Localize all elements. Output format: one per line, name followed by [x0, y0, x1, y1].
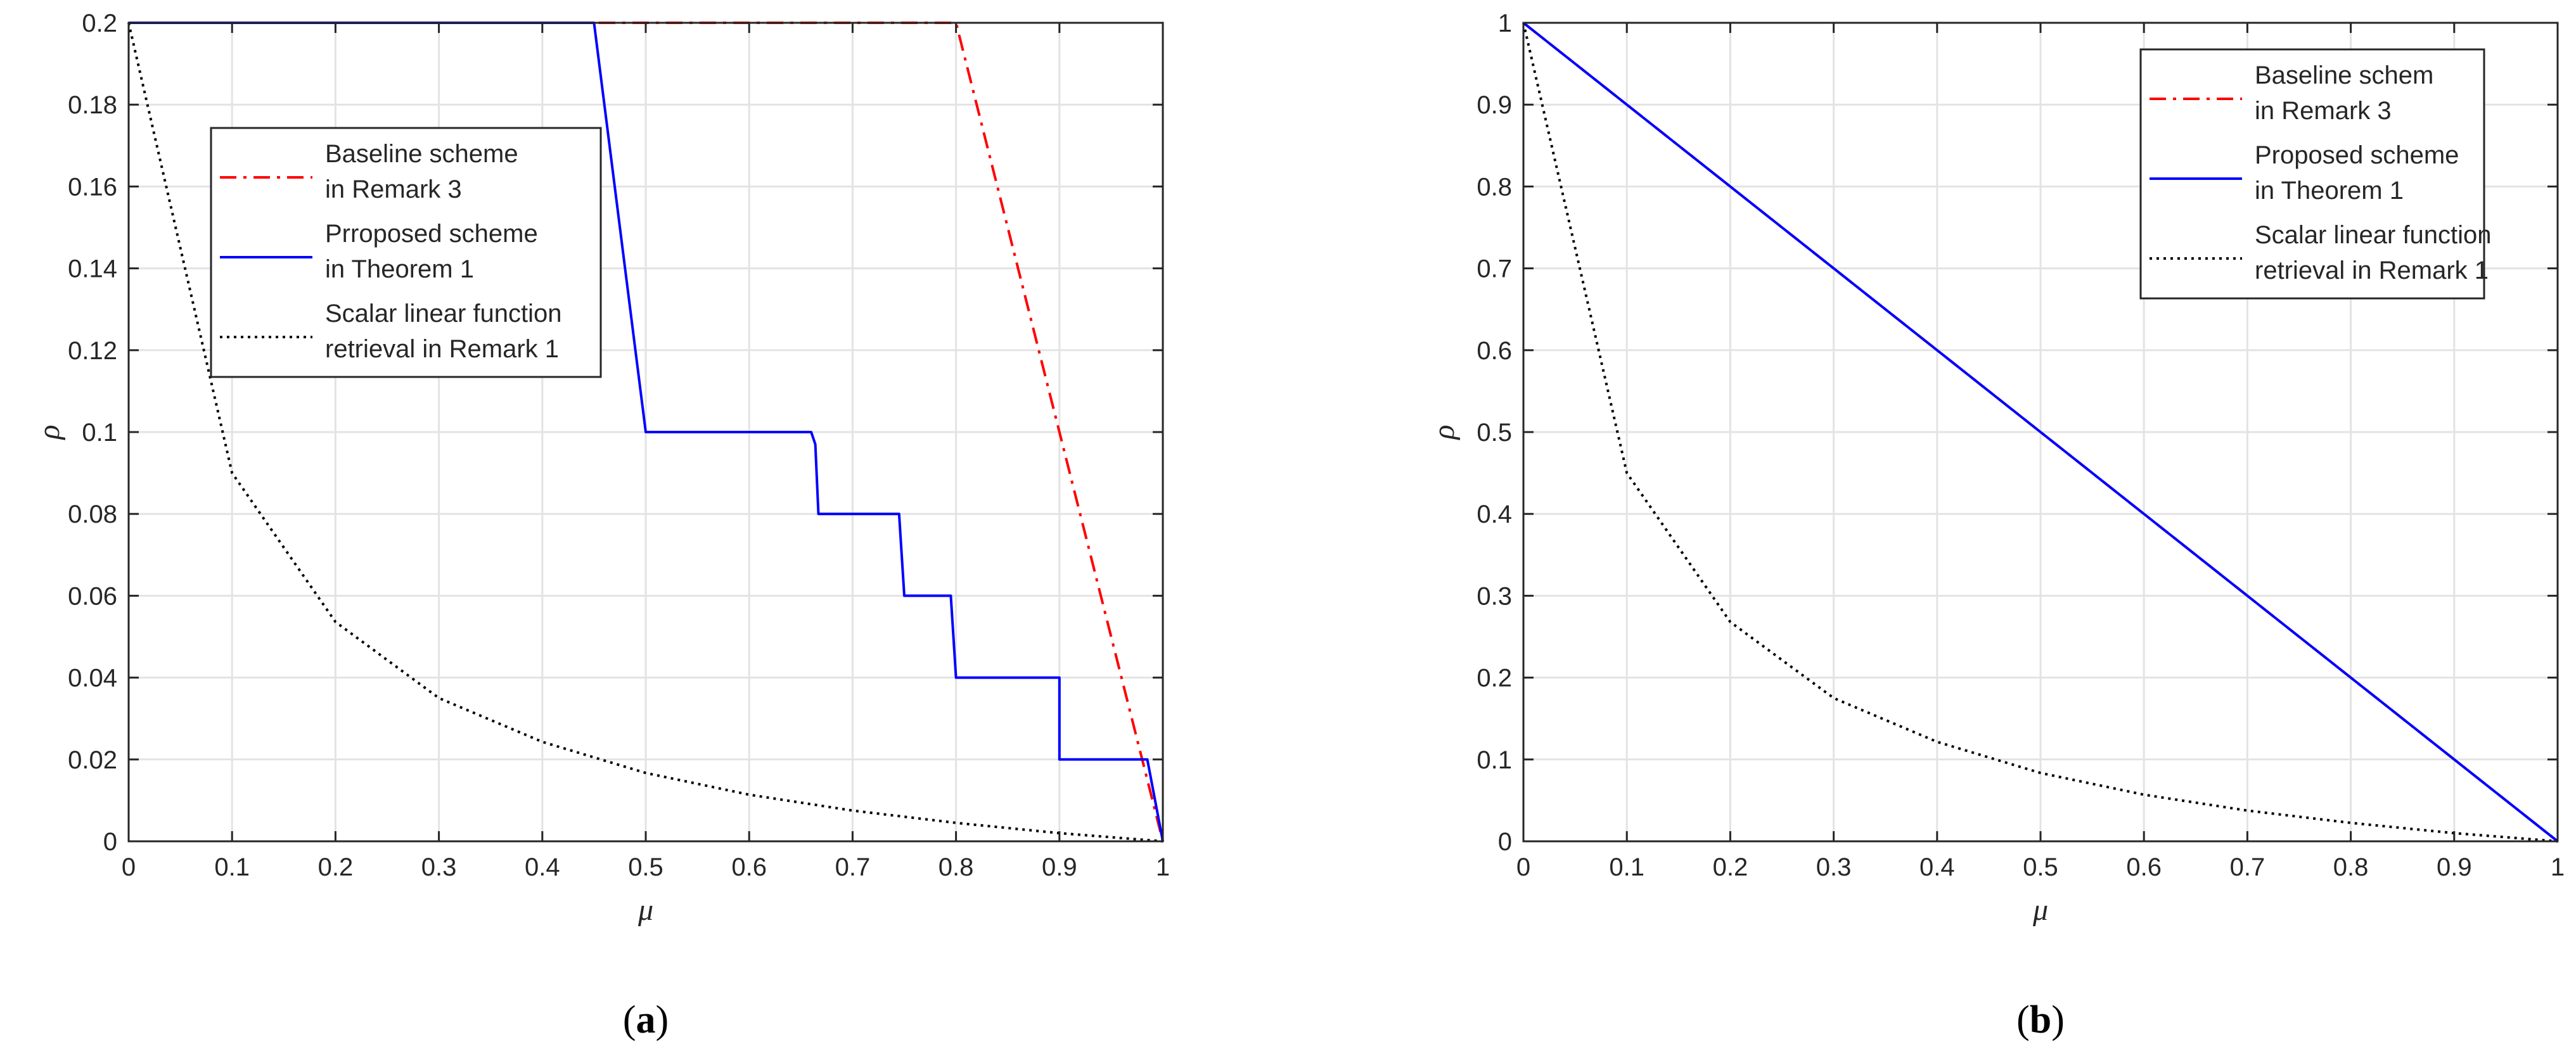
y-tick-label: 0.5 — [1477, 419, 1512, 447]
series-line-2 — [129, 22, 1164, 842]
x-tick-label: 0.1 — [214, 853, 250, 881]
legend-label-2-line-2: in Theorem 1 — [325, 255, 474, 283]
x-tick-label: 0.4 — [525, 853, 560, 881]
y-tick-label: 0.1 — [82, 419, 117, 447]
legend-label-3-line-2: retrieval in Remark 1 — [325, 335, 559, 363]
legend-box — [210, 127, 602, 378]
caption-paren-open: ( — [623, 998, 636, 1041]
y-tick-label: 0.6 — [1477, 337, 1512, 365]
legend-box — [2139, 48, 2485, 300]
chart-b: 0 0.1 0.2 0.3 0.4 0.5 0.6 0.7 0.8 0.9 1 0 0.1 0.2 0.3 0… — [1427, 10, 2565, 1041]
y-tick-label: 0.04 — [68, 665, 117, 692]
y-tick-label: 1 — [1498, 10, 1512, 37]
y-tick-label: 0 — [1498, 828, 1512, 856]
x-tick-label: 0.5 — [2023, 853, 2058, 881]
x-tick-label: 0.7 — [835, 853, 871, 881]
y-axis-label: ρ — [32, 424, 66, 440]
legend-label-1-line-1: Baseline scheme — [325, 140, 518, 168]
x-tick-label: 0.6 — [731, 853, 767, 881]
x-tick-label: 0.3 — [1816, 853, 1852, 881]
legend: Baseline scheme in Remark 3 Prroposed sche… — [210, 127, 602, 378]
caption-letter: b — [2030, 998, 2051, 1041]
legend-label-2-line-1: Proposed scheme — [2255, 141, 2459, 169]
series-line-2 — [1522, 22, 2559, 843]
y-axis-label: ρ — [1427, 424, 1461, 440]
y-tick-label: 0.02 — [68, 746, 117, 774]
y-tick-label: 0.18 — [68, 91, 117, 119]
y-tick-label: 0 — [103, 828, 117, 856]
x-tick-label: 0.8 — [939, 853, 974, 881]
x-tick-label: 0.2 — [1713, 853, 1748, 881]
legend-label-1-line-2: in Remark 3 — [325, 175, 462, 203]
x-tick-label: 0.9 — [1042, 853, 1077, 881]
x-tick-label: 0.8 — [2333, 853, 2369, 881]
x-tick-label: 1 — [1156, 853, 1170, 881]
y-tick-label: 0.14 — [68, 255, 117, 283]
legend-label-2-line-1: Prroposed scheme — [325, 220, 538, 248]
y-tick-label: 0.3 — [1477, 582, 1512, 610]
legend-label-1-line-1: Baseline schem — [2255, 61, 2433, 89]
y-tick-label: 0.06 — [68, 582, 117, 610]
caption-paren-close: ) — [2051, 998, 2065, 1041]
legend-label-3-line-2: retrieval in Remark 1 — [2255, 257, 2489, 284]
x-tick-label: 0 — [1516, 853, 1530, 881]
x-axis-label: μ — [638, 893, 653, 927]
y-tick-label: 0.12 — [68, 337, 117, 365]
legend-label-1-line-2: in Remark 3 — [2255, 97, 2392, 125]
y-tick-label: 0.08 — [68, 500, 117, 528]
y-tick-label: 0.2 — [82, 10, 117, 37]
y-tick-label: 0.16 — [68, 173, 117, 201]
x-tick-label: 0.7 — [2230, 853, 2265, 881]
legend-label-2-line-2: in Theorem 1 — [2255, 177, 2404, 205]
y-tick-label: 0.8 — [1477, 173, 1512, 201]
chart-a: 0 0.1 0.2 0.3 0.4 0.5 0.6 0.7 0.8 0.9 1 0 0.02 0.04 0.… — [32, 10, 1170, 1041]
caption-paren-close: ) — [656, 998, 669, 1041]
x-tick-label: 0.2 — [318, 853, 354, 881]
chart-caption: (a) — [623, 998, 669, 1041]
x-tick-label: 0.6 — [2126, 853, 2162, 881]
caption-letter: a — [636, 998, 656, 1041]
x-tick-label: 0.4 — [1919, 853, 1955, 881]
x-axis-label: μ — [2032, 893, 2048, 927]
legend-label-3-line-1: Scalar linear function — [325, 300, 562, 328]
x-tick-label: 0.1 — [1609, 853, 1644, 881]
legend-label-3-line-1: Scalar linear function — [2255, 221, 2492, 249]
x-tick-label: 0.3 — [421, 853, 457, 881]
series-line-3 — [1522, 22, 2558, 843]
y-tick-label: 0.2 — [1477, 665, 1512, 692]
x-tick-label: 0.9 — [2437, 853, 2472, 881]
chart-caption: (b) — [2016, 998, 2065, 1041]
y-tick-label: 0.1 — [1477, 746, 1512, 774]
y-tick-label: 0.4 — [1477, 500, 1512, 528]
caption-paren-open: ( — [2016, 998, 2030, 1041]
x-tick-label: 0 — [122, 853, 136, 881]
legend: Baseline schem in Remark 3 Proposed scheme… — [2139, 48, 2492, 300]
series-line-3 — [127, 22, 1163, 843]
x-tick-label: 0.5 — [628, 853, 663, 881]
x-tick-label: 1 — [2551, 853, 2565, 881]
y-tick-label: 0.9 — [1477, 91, 1512, 119]
y-tick-label: 0.7 — [1477, 255, 1512, 283]
